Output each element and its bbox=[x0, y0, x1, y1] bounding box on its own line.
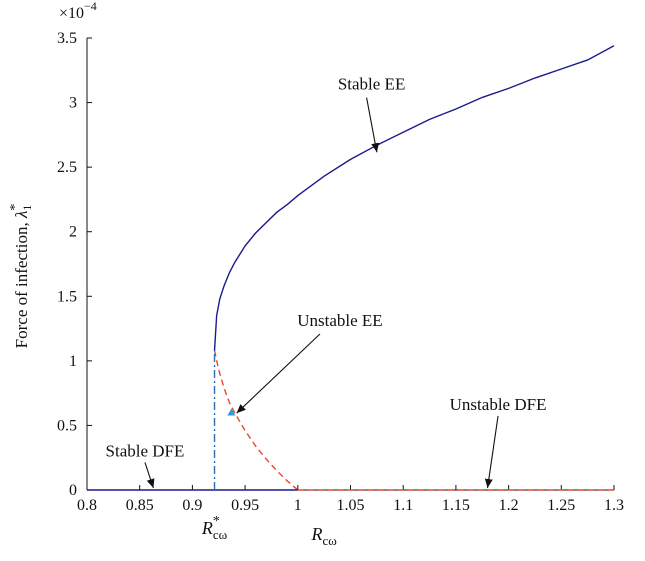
y-tick-label: 1 bbox=[69, 353, 77, 370]
y-tick-label: 2.5 bbox=[57, 159, 77, 176]
x-tick-label: 1.25 bbox=[547, 497, 575, 514]
critical-threshold-subscript: cω bbox=[213, 527, 228, 542]
annotations: Stable EE Unstable EE Unstable DFE Stable D… bbox=[106, 75, 547, 489]
axes: 0.8 0.85 0.9 0.95 1 1.05 1.1 1.15 1.2 1.25 1.3 0 0.5… bbox=[8, 0, 624, 548]
x-tick-label: 1.2 bbox=[499, 497, 519, 514]
y-axis-label-superscript: * bbox=[8, 204, 23, 211]
x-tick-label: 0.8 bbox=[77, 497, 97, 514]
x-tick-label: 0.9 bbox=[182, 497, 202, 514]
y-axis-label-subscript: 1 bbox=[20, 205, 34, 211]
y-tick-label: 3.5 bbox=[57, 30, 77, 47]
y-tick-label: 2 bbox=[69, 224, 77, 241]
critical-threshold-label: R* cω bbox=[201, 514, 228, 542]
annotation-label: Stable DFE bbox=[106, 441, 185, 460]
annotation-arrow bbox=[236, 333, 321, 414]
critical-threshold-superscript: * bbox=[213, 514, 220, 529]
x-tick-label: 1 bbox=[294, 497, 302, 514]
x-axis-label-subscript: cω bbox=[322, 533, 337, 548]
annotation-arrow bbox=[144, 462, 155, 489]
x-tick-label: 1.3 bbox=[604, 497, 624, 514]
x-tick-label: 1.1 bbox=[393, 497, 413, 514]
y-tick-label: 0.5 bbox=[57, 417, 77, 434]
annotation-label: Unstable EE bbox=[297, 311, 382, 330]
marker-point bbox=[227, 408, 236, 416]
y-multiplier: ×10−4 bbox=[59, 0, 97, 22]
annotation-arrow bbox=[484, 415, 499, 489]
x-axis-label-symbol: R bbox=[310, 524, 322, 544]
y-tick-label: 3 bbox=[69, 95, 77, 112]
x-tick-label: 0.95 bbox=[231, 497, 259, 514]
x-axis-label: Rcω bbox=[310, 524, 337, 548]
annotation-label: Unstable DFE bbox=[450, 395, 547, 414]
series-group bbox=[87, 45, 615, 491]
y-axis-label-symbol: λ bbox=[12, 211, 31, 219]
annotation-arrow bbox=[366, 97, 380, 153]
y-tick-label: 0 bbox=[69, 482, 77, 499]
x-tick-label: 0.85 bbox=[126, 497, 154, 514]
y-multiplier-exponent: −4 bbox=[84, 0, 97, 13]
x-tick-label: 1.15 bbox=[442, 497, 470, 514]
x-tick-label: 1.05 bbox=[337, 497, 365, 514]
annotation-label: Stable EE bbox=[338, 75, 406, 94]
y-axis-label: Force of infection, λ1* bbox=[8, 204, 34, 349]
y-tick-label: 1.5 bbox=[57, 288, 77, 305]
critical-threshold-symbol: R bbox=[201, 518, 213, 538]
series-unstable-ee bbox=[213, 350, 299, 491]
series-stable-ee bbox=[213, 45, 615, 351]
